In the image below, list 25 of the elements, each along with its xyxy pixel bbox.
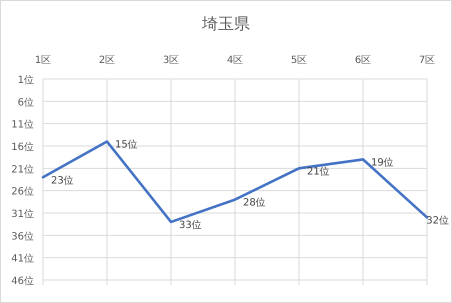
x-tick-label: 2区 (98, 55, 116, 66)
y-tick-label: 31位 (11, 208, 34, 220)
y-tick-label: 16位 (11, 141, 34, 153)
y-tick-label: 1位 (18, 74, 34, 86)
data-label: 32位 (426, 214, 449, 226)
x-tick-label: 1区 (34, 55, 52, 66)
x-tick-label: 3区 (162, 55, 180, 66)
y-tick-label: 41位 (11, 252, 34, 265)
x-tick-label: 7区 (418, 55, 436, 66)
data-label: 33位 (179, 218, 202, 231)
y-tick-label: 6位 (18, 96, 34, 108)
y-tick-label: 11位 (11, 118, 34, 131)
y-tick-label: 26位 (11, 186, 34, 198)
chart-title: 埼玉県 (201, 14, 250, 33)
y-tick-label: 46位 (11, 275, 34, 287)
data-label: 28位 (243, 196, 266, 209)
data-label: 19位 (371, 156, 394, 168)
y-tick-label: 36位 (11, 230, 34, 242)
y-tick-label: 21位 (11, 163, 34, 176)
x-tick-label: 4区 (226, 55, 244, 66)
x-tick-label: 6区 (354, 55, 372, 66)
data-label: 23位 (51, 174, 74, 186)
data-label: 15位 (115, 138, 138, 151)
x-tick-label: 5区 (290, 55, 308, 66)
data-label: 21位 (307, 165, 330, 178)
